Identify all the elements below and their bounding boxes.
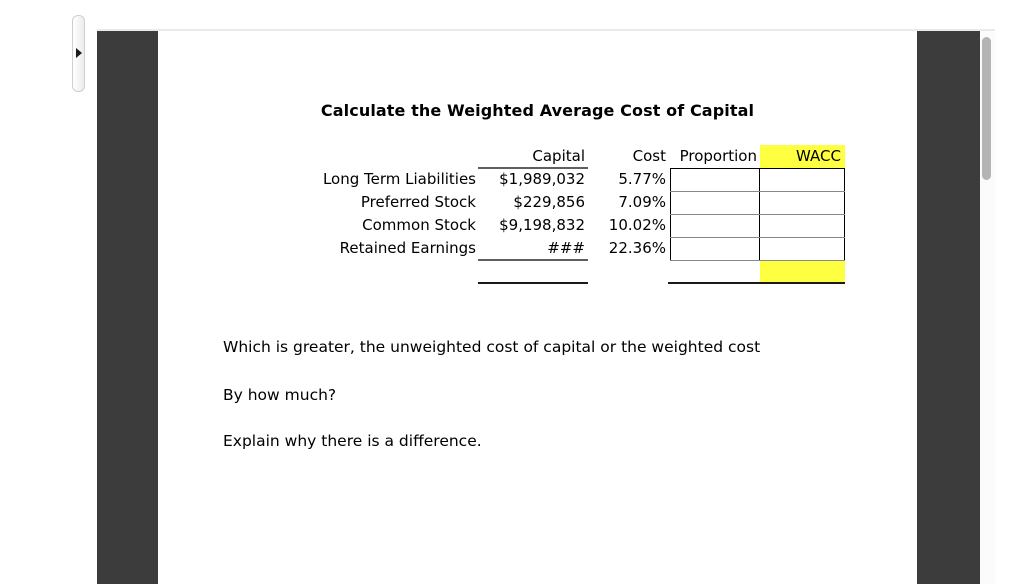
table-row: Common Stock $9,198,832 10.02% <box>158 214 917 237</box>
grid-border-top <box>670 168 845 169</box>
proportion-wacc-total-rule <box>668 282 845 284</box>
wacc-cell-row1 <box>760 169 844 191</box>
scrollbar-thumb[interactable] <box>982 37 991 180</box>
question-1: Which is greater, the unweighted cost of… <box>223 338 761 356</box>
proportion-cell-row1 <box>671 169 759 191</box>
wacc-cell-row4 <box>760 238 844 260</box>
cost-value: 10.02% <box>608 216 666 234</box>
grid-row-divider <box>670 191 845 192</box>
wacc-cell-row2 <box>760 192 844 214</box>
cost-value: 5.77% <box>618 170 666 188</box>
cost-value: 7.09% <box>618 193 666 211</box>
question-2: By how much? <box>223 386 337 404</box>
cost-value: 22.36% <box>608 239 666 257</box>
row-label: Preferred Stock <box>360 193 476 211</box>
proportion-cell-row3 <box>671 215 759 237</box>
row-label: Long Term Liabilities <box>322 170 476 188</box>
grid-border-bottom <box>670 260 845 261</box>
capital-header-underline <box>478 167 588 169</box>
capital-total-rule <box>478 282 588 284</box>
proportion-cell-row2 <box>671 192 759 214</box>
capital-value: $229,856 <box>513 193 585 211</box>
wacc-cell-row3 <box>760 215 844 237</box>
table-header-wacc-row: WACC <box>158 145 917 168</box>
row-label: Retained Earnings <box>339 239 476 257</box>
column-header-capital: Capital <box>532 147 585 165</box>
vertical-scrollbar[interactable] <box>980 31 995 584</box>
column-header-cost: Cost <box>632 147 666 165</box>
capital-column-underline <box>478 259 588 261</box>
viewer-top-border <box>97 29 995 31</box>
table-header-row: Capital Cost Proportion <box>158 145 917 168</box>
column-header-wacc: WACC <box>796 147 841 165</box>
capital-value-overflow: ### <box>547 239 585 257</box>
capital-value: $9,198,832 <box>499 216 585 234</box>
capital-value: $1,989,032 <box>499 170 585 188</box>
column-header-proportion: Proportion <box>679 147 757 165</box>
sidebar-toggle-handle[interactable] <box>72 15 85 92</box>
triangle-right-icon <box>76 48 82 58</box>
table-row: Long Term Liabilities $1,989,032 5.77% <box>158 168 917 191</box>
row-label: Common Stock <box>362 216 476 234</box>
wacc-header-highlight <box>760 145 845 168</box>
document-viewer: Calculate the Weighted Average Cost of C… <box>97 31 980 584</box>
page-title: Calculate the Weighted Average Cost of C… <box>320 101 755 120</box>
grid-row-divider <box>670 214 845 215</box>
table-row: Retained Earnings ### 22.36% <box>158 237 917 260</box>
question-3: Explain why there is a difference. <box>223 432 482 450</box>
grid-row-divider <box>670 237 845 238</box>
proportion-cell-row4 <box>671 238 759 260</box>
document-page: Calculate the Weighted Average Cost of C… <box>158 31 917 584</box>
wacc-total-highlight <box>760 261 845 282</box>
table-row: Preferred Stock $229,856 7.09% <box>158 191 917 214</box>
